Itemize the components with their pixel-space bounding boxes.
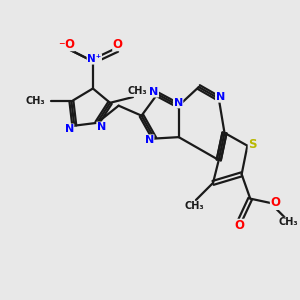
- Text: O: O: [113, 38, 123, 51]
- Text: O: O: [235, 219, 244, 232]
- Text: N: N: [64, 124, 74, 134]
- Text: O: O: [270, 196, 280, 209]
- Text: N: N: [97, 122, 106, 132]
- Text: CH₃: CH₃: [278, 218, 298, 227]
- Text: N: N: [145, 135, 154, 145]
- Text: ⁻: ⁻: [58, 40, 65, 53]
- Text: CH₃: CH₃: [128, 86, 147, 96]
- Text: S: S: [248, 138, 257, 151]
- Text: N⁺: N⁺: [87, 54, 101, 64]
- Text: O: O: [64, 38, 74, 51]
- Text: CH₃: CH₃: [26, 96, 45, 106]
- Text: N: N: [216, 92, 225, 102]
- Text: N: N: [173, 98, 183, 108]
- Text: CH₃: CH₃: [184, 201, 204, 212]
- Text: N: N: [149, 87, 158, 97]
